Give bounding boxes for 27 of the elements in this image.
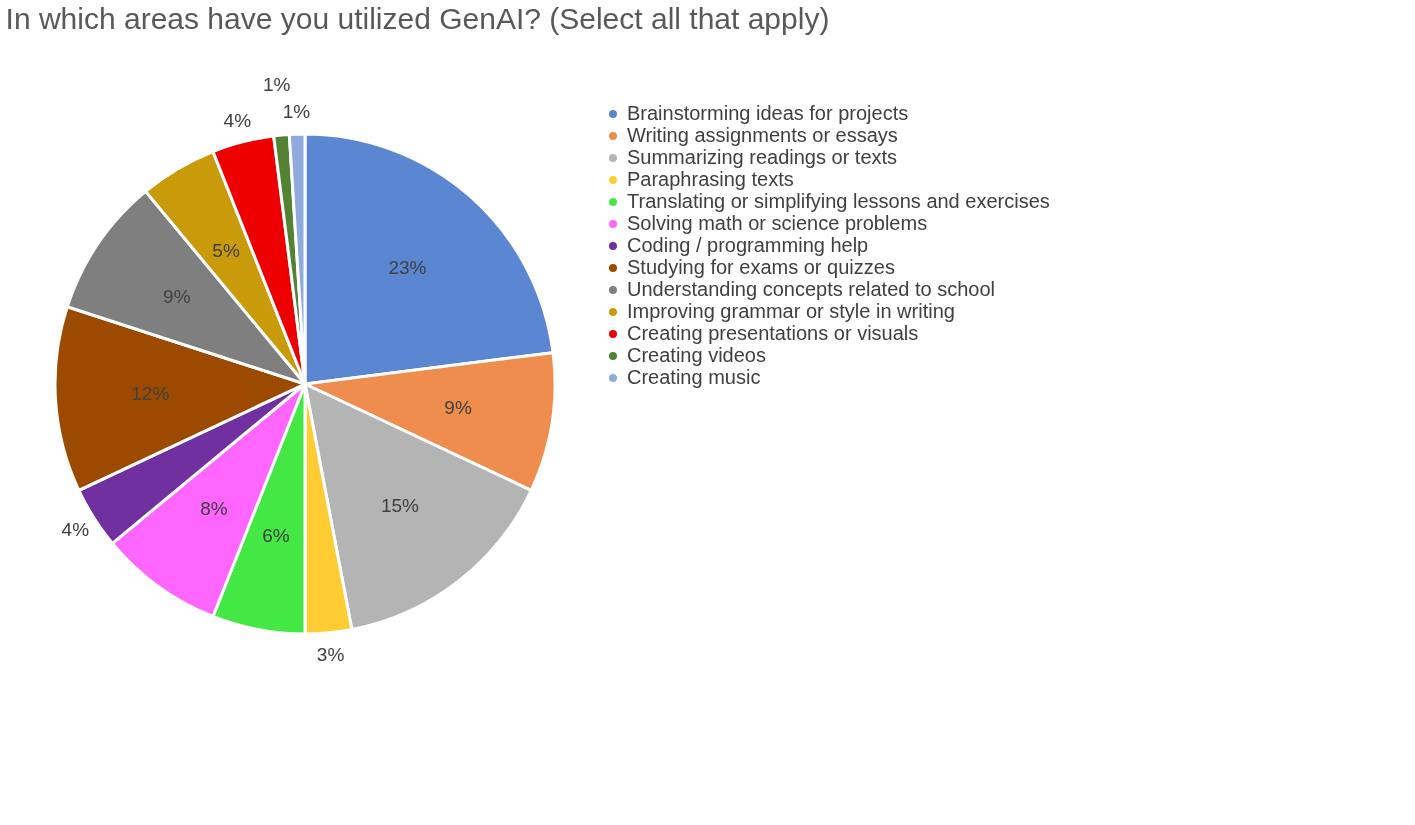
legend-label: Writing assignments or essays — [627, 124, 898, 146]
data-label: 1% — [282, 101, 311, 123]
legend-label: Paraphrasing texts — [627, 168, 794, 190]
data-label: 23% — [388, 256, 427, 278]
legend-label: Coding / programming help — [627, 234, 869, 256]
legend-label: Summarizing readings or texts — [627, 146, 898, 168]
data-label: 9% — [163, 285, 191, 307]
data-label: 6% — [262, 525, 290, 547]
legend-label: Translating or simplifying lessons and exercises — [627, 190, 1050, 212]
legend-label: Improving grammar or style in writing — [627, 300, 955, 322]
chart-title: In which areas have you utilized GenAI? (Select all that apply) — [5, 2, 830, 36]
data-label: 4% — [61, 518, 90, 540]
data-label: 15% — [380, 495, 420, 517]
legend-label: Brainstorming ideas for projects — [627, 102, 909, 124]
data-label: 8% — [200, 498, 228, 520]
legend-label: Creating presentations or visuals — [627, 322, 919, 344]
legend-label: Solving math or science problems — [627, 212, 928, 234]
legend-label: Creating videos — [627, 344, 766, 366]
legend-label: Studying for exams or quizzes — [627, 256, 895, 278]
data-label: 9% — [444, 397, 472, 419]
data-label: 3% — [316, 643, 345, 665]
legend-label: Understanding concepts related to school — [627, 278, 996, 300]
data-label: 5% — [212, 239, 240, 261]
data-label: 12% — [131, 382, 170, 404]
legend-label: Creating music — [627, 366, 761, 388]
data-label: 4% — [223, 109, 252, 131]
data-label: 1% — [263, 74, 291, 96]
